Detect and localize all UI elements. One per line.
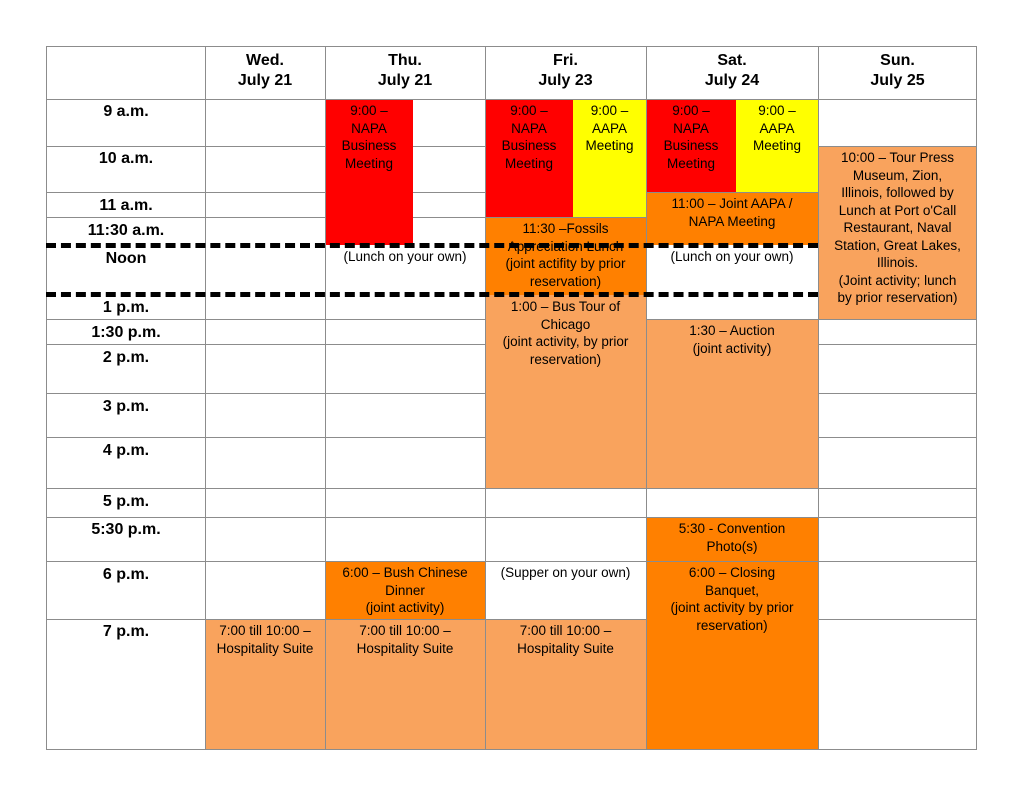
grid-line: [818, 146, 977, 147]
grid-line: [46, 561, 977, 562]
noon-separator-bottom: [46, 292, 818, 297]
header-day: Fri.: [553, 52, 578, 69]
time-label: 5 p.m.: [102, 493, 150, 510]
time-label: 1 p.m.: [102, 299, 150, 316]
header-date: July 21: [237, 72, 293, 89]
time-label: 2 p.m.: [102, 349, 150, 366]
grid-line: [413, 146, 485, 147]
sat-joint-meeting: 11:00 – Joint AAPA / NAPA Meeting: [646, 192, 818, 245]
sat-convention-photo: 5:30 - Convention Photo(s): [646, 517, 818, 561]
grid-line: [818, 393, 977, 394]
grid-line: [205, 46, 206, 750]
header-sun: Sun. July 25: [818, 51, 977, 91]
grid-line: [818, 344, 977, 345]
sat-aapa-meeting: 9:00 – AAPA Meeting: [736, 99, 818, 192]
time-label: 3 p.m.: [102, 398, 150, 415]
thu-chinese-dinner: 6:00 – Bush Chinese Dinner (joint activi…: [325, 561, 485, 619]
fri-bus-tour: 1:00 – Bus Tour of Chicago (joint activi…: [485, 295, 646, 488]
fri-hospitality-suite: 7:00 till 10:00 – Hospitality Suite: [485, 619, 646, 750]
grid-line: [46, 344, 485, 345]
grid-line: [325, 46, 326, 750]
grid-line: [46, 319, 485, 320]
grid-line: [646, 192, 818, 193]
fri-supper-note: (Supper on your own): [500, 565, 631, 580]
time-label: 11 a.m.: [99, 197, 153, 214]
grid-line: [46, 619, 646, 620]
header-sat: Sat. July 24: [646, 51, 818, 91]
grid-line: [818, 437, 977, 438]
sat-auction: 1:30 – Auction (joint activity): [646, 319, 818, 488]
grid-line: [46, 146, 325, 147]
time-label: Noon: [105, 250, 147, 267]
grid-line: [46, 749, 977, 750]
header-day: Thu.: [388, 52, 422, 69]
grid-line: [46, 46, 977, 47]
grid-line: [46, 46, 47, 750]
sat-lunch-note: (Lunch on your own): [670, 249, 794, 264]
grid-line: [46, 488, 977, 489]
time-label: 10 a.m.: [98, 150, 154, 167]
grid-line: [646, 319, 977, 320]
grid-line: [46, 437, 485, 438]
header-day: Sat.: [717, 52, 747, 69]
sat-closing-banquet: 6:00 – Closing Banquet, (joint activity …: [646, 561, 818, 750]
grid-line: [818, 46, 819, 750]
fri-fossils-lunch: 11:30 –Fossils Appreciation Lunch (joint…: [485, 217, 646, 295]
header-date: July 25: [870, 72, 925, 89]
grid-line: [413, 217, 646, 218]
header-thu: Thu. July 21: [325, 51, 485, 91]
time-label: 11:30 a.m.: [87, 222, 165, 239]
header-date: July 23: [538, 72, 593, 89]
grid-line: [976, 46, 977, 750]
header-day: Wed.: [246, 52, 284, 69]
wed-hospitality-suite: 7:00 till 10:00 – Hospitality Suite: [205, 619, 325, 750]
grid-line: [46, 517, 977, 518]
grid-line: [46, 99, 977, 100]
header-wed: Wed. July 21: [205, 51, 325, 91]
noon-separator-top: [46, 243, 818, 248]
thu-hospitality-suite: 7:00 till 10:00 – Hospitality Suite: [325, 619, 485, 750]
time-label: 6 p.m.: [102, 566, 150, 583]
thu-lunch-note: (Lunch on your own): [343, 249, 467, 264]
sat-napa-meeting: 9:00 – NAPA Business Meeting: [646, 99, 736, 192]
grid-line: [646, 46, 647, 750]
thu-napa-meeting: 9:00 – NAPA Business Meeting: [325, 99, 413, 245]
fri-aapa-meeting: 9:00 – AAPA Meeting: [573, 99, 646, 217]
grid-line: [46, 192, 325, 193]
grid-line: [485, 46, 486, 750]
header-date: July 24: [704, 72, 760, 89]
time-label: 9 a.m.: [103, 103, 149, 120]
header-fri: Fri. July 23: [485, 51, 646, 91]
header-date: July 21: [377, 72, 433, 89]
sun-tour-museum: 10:00 – Tour Press Museum, Zion, Illinoi…: [818, 146, 977, 320]
header-day: Sun.: [880, 52, 915, 69]
grid-line: [46, 393, 485, 394]
grid-line: [818, 619, 977, 620]
grid-line: [413, 192, 485, 193]
grid-line: [46, 217, 325, 218]
time-label: 7 p.m.: [102, 623, 150, 640]
time-label: 4 p.m.: [102, 442, 150, 459]
time-label: 5:30 p.m.: [91, 521, 161, 538]
fri-napa-meeting: 9:00 – NAPA Business Meeting: [485, 99, 573, 217]
time-label: 1:30 p.m.: [91, 324, 161, 341]
